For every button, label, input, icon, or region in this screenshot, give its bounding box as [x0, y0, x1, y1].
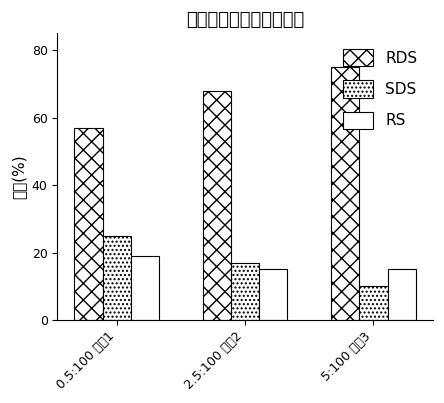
- Bar: [75, 128, 103, 320]
- Legend: RDS, SDS, RS: RDS, SDS, RS: [335, 41, 425, 137]
- Title: 不同实施例中各成分含量: 不同实施例中各成分含量: [186, 11, 304, 29]
- Bar: [131, 256, 159, 320]
- Bar: [331, 67, 359, 320]
- Bar: [388, 269, 416, 320]
- Bar: [359, 286, 388, 320]
- Bar: [203, 91, 231, 320]
- Y-axis label: 含量(%): 含量(%): [11, 154, 26, 199]
- Bar: [231, 263, 259, 320]
- Bar: [103, 236, 131, 320]
- Bar: [259, 269, 287, 320]
